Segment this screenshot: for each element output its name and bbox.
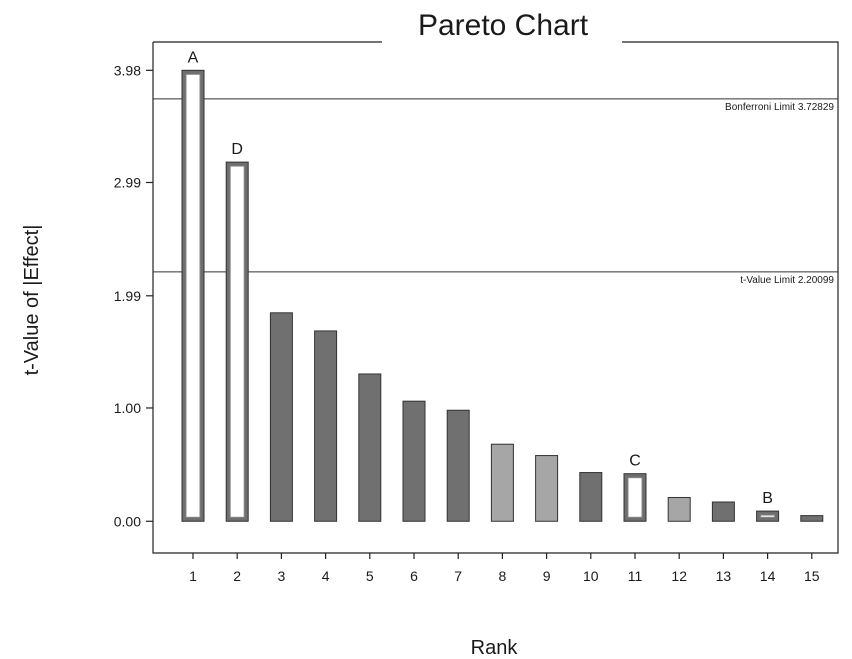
x-tick-label: 11 [628, 568, 643, 584]
bar-label: C [629, 453, 641, 470]
limit-label: Bonferroni Limit 3.72829 [725, 102, 834, 113]
x-tick-label: 6 [410, 568, 418, 584]
y-tick-label: 1.99 [114, 288, 141, 304]
bar [667, 496, 691, 522]
bar [446, 409, 470, 522]
bar [314, 330, 338, 522]
bars: A D C B [181, 49, 824, 522]
x-tick-label: 9 [543, 568, 551, 584]
x-tick-label: 14 [760, 568, 776, 584]
x-tick-label: 5 [366, 568, 374, 584]
y-tick-label: 1.00 [114, 400, 141, 416]
y-tick-label: 3.98 [114, 62, 141, 78]
bar [358, 373, 382, 522]
bar-inner [229, 165, 245, 518]
bar [490, 443, 514, 522]
x-tick-label: 10 [583, 568, 599, 584]
bar-label: B [762, 490, 773, 507]
bar [535, 455, 559, 522]
x-tick-label: 8 [499, 568, 507, 584]
y-tick-label: 2.99 [114, 174, 141, 190]
bar-label: D [231, 141, 243, 158]
bar [579, 472, 603, 522]
plot-frame [152, 41, 839, 554]
limit-label: t-Value Limit 2.20099 [740, 275, 834, 286]
x-tick-label: 13 [716, 568, 732, 584]
bar-inner [760, 514, 776, 518]
bar [711, 501, 735, 522]
plot-border [152, 41, 839, 554]
x-tick-label: 2 [233, 568, 241, 584]
y-axis-title: t-Value of |Effect| [21, 225, 43, 376]
x-tick-label: 4 [322, 568, 330, 584]
bar [269, 312, 293, 522]
bar [402, 400, 426, 522]
y-tick-label: 0.00 [114, 513, 141, 529]
bar-inner [627, 477, 643, 518]
chart-title: Pareto Chart [418, 9, 589, 42]
x-tick-label: 1 [189, 568, 197, 584]
x-tick-label: 3 [278, 568, 286, 584]
y-axis-ticks: 0.00 1.00 1.99 2.99 3.98 [114, 62, 153, 529]
bar-label: A [188, 49, 199, 66]
bar-inner [185, 73, 201, 518]
bar [800, 515, 824, 522]
limit-lines: Bonferroni Limit 3.72829 t-Value Limit 2.… [153, 98, 838, 286]
x-tick-label: 7 [454, 568, 462, 584]
x-tick-label: 12 [671, 568, 687, 584]
x-tick-label: 15 [804, 568, 820, 584]
x-axis-ticks: 1 2 3 4 5 6 7 8 9 10 11 12 13 14 15 [189, 553, 820, 584]
x-axis-title: Rank [471, 637, 519, 659]
